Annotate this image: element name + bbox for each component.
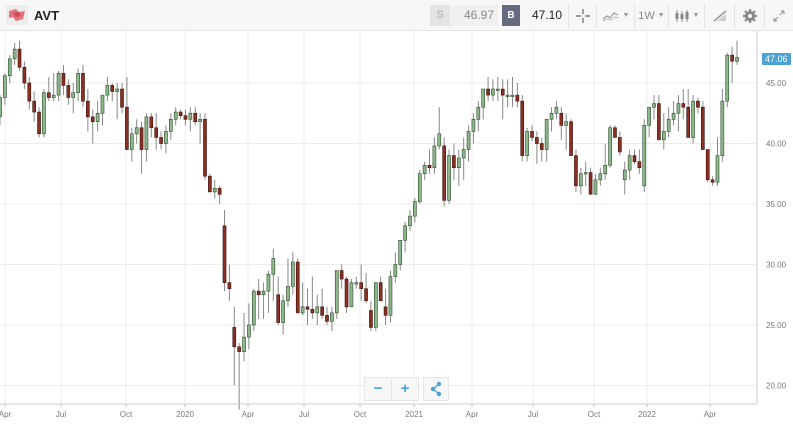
last-price-badge: 47.06 <box>762 53 791 65</box>
svg-text:2022: 2022 <box>638 410 656 419</box>
gear-icon <box>742 8 757 23</box>
candlestick-chart[interactable]: 20.00 25.00 30.00 35.00 40.00 45.00 Apr Jul Oct 2… <box>0 31 793 437</box>
fullscreen-icon <box>773 9 785 22</box>
crosshair-icon <box>575 8 590 23</box>
svg-text:Jul: Jul <box>299 410 309 419</box>
logo-icon <box>9 9 25 21</box>
chevron-down-icon: ▼ <box>657 12 665 19</box>
candlestick-type-icon <box>675 9 689 22</box>
sell-button[interactable]: S <box>430 5 450 26</box>
svg-text:Apr: Apr <box>466 410 479 419</box>
crosshair-button[interactable] <box>568 3 596 28</box>
drawing-tools-button[interactable] <box>704 3 734 28</box>
svg-text:Jul: Jul <box>56 410 66 419</box>
svg-text:Oct: Oct <box>354 410 367 419</box>
chart-axes: 20.00 25.00 30.00 35.00 40.00 45.00 Apr Jul Oct 2… <box>0 31 787 419</box>
sell-price[interactable]: 46.97 <box>450 5 498 26</box>
chart-type-button[interactable]: ▼ <box>668 3 704 28</box>
share-icon <box>430 381 442 397</box>
indicators-button[interactable]: ▼ <box>596 3 634 28</box>
symbol-name: AVT <box>34 8 60 23</box>
share-button[interactable] <box>423 377 449 401</box>
svg-text:45.00: 45.00 <box>766 79 787 88</box>
buy-button[interactable]: B <box>502 5 520 26</box>
svg-text:Jul: Jul <box>528 410 538 419</box>
svg-text:Oct: Oct <box>588 410 601 419</box>
zoom-in-button[interactable]: + <box>400 380 410 397</box>
chevron-down-icon: ▼ <box>692 12 700 19</box>
timeframe-label: 1W <box>638 9 655 22</box>
svg-text:Apr: Apr <box>704 410 717 419</box>
brand-logo <box>6 5 28 25</box>
buy-price[interactable]: 47.10 <box>531 8 562 22</box>
chart-grid <box>0 31 757 404</box>
drawing-tools-icon <box>713 9 726 22</box>
svg-text:25.00: 25.00 <box>766 321 787 330</box>
candles <box>0 40 739 410</box>
settings-button[interactable] <box>734 3 764 28</box>
svg-text:30.00: 30.00 <box>766 261 787 270</box>
svg-text:2020: 2020 <box>176 410 194 419</box>
svg-text:Oct: Oct <box>120 410 133 419</box>
svg-text:20.00: 20.00 <box>766 382 787 391</box>
svg-text:Apr: Apr <box>242 410 255 419</box>
zoom-controls: − + <box>364 377 419 401</box>
svg-text:Apr: Apr <box>0 410 12 419</box>
svg-text:2021: 2021 <box>405 410 423 419</box>
svg-text:40.00: 40.00 <box>766 140 787 149</box>
svg-text:35.00: 35.00 <box>766 200 787 209</box>
indicators-icon <box>602 11 619 21</box>
chevron-down-icon: ▼ <box>622 12 630 19</box>
zoom-out-button[interactable]: − <box>365 378 392 400</box>
fullscreen-button[interactable] <box>764 3 793 28</box>
toolbar: AVT S 46.97 B 47.10 ▼ 1W ▼ ▼ <box>0 0 793 31</box>
timeframe-dropdown[interactable]: 1W ▼ <box>634 3 668 28</box>
